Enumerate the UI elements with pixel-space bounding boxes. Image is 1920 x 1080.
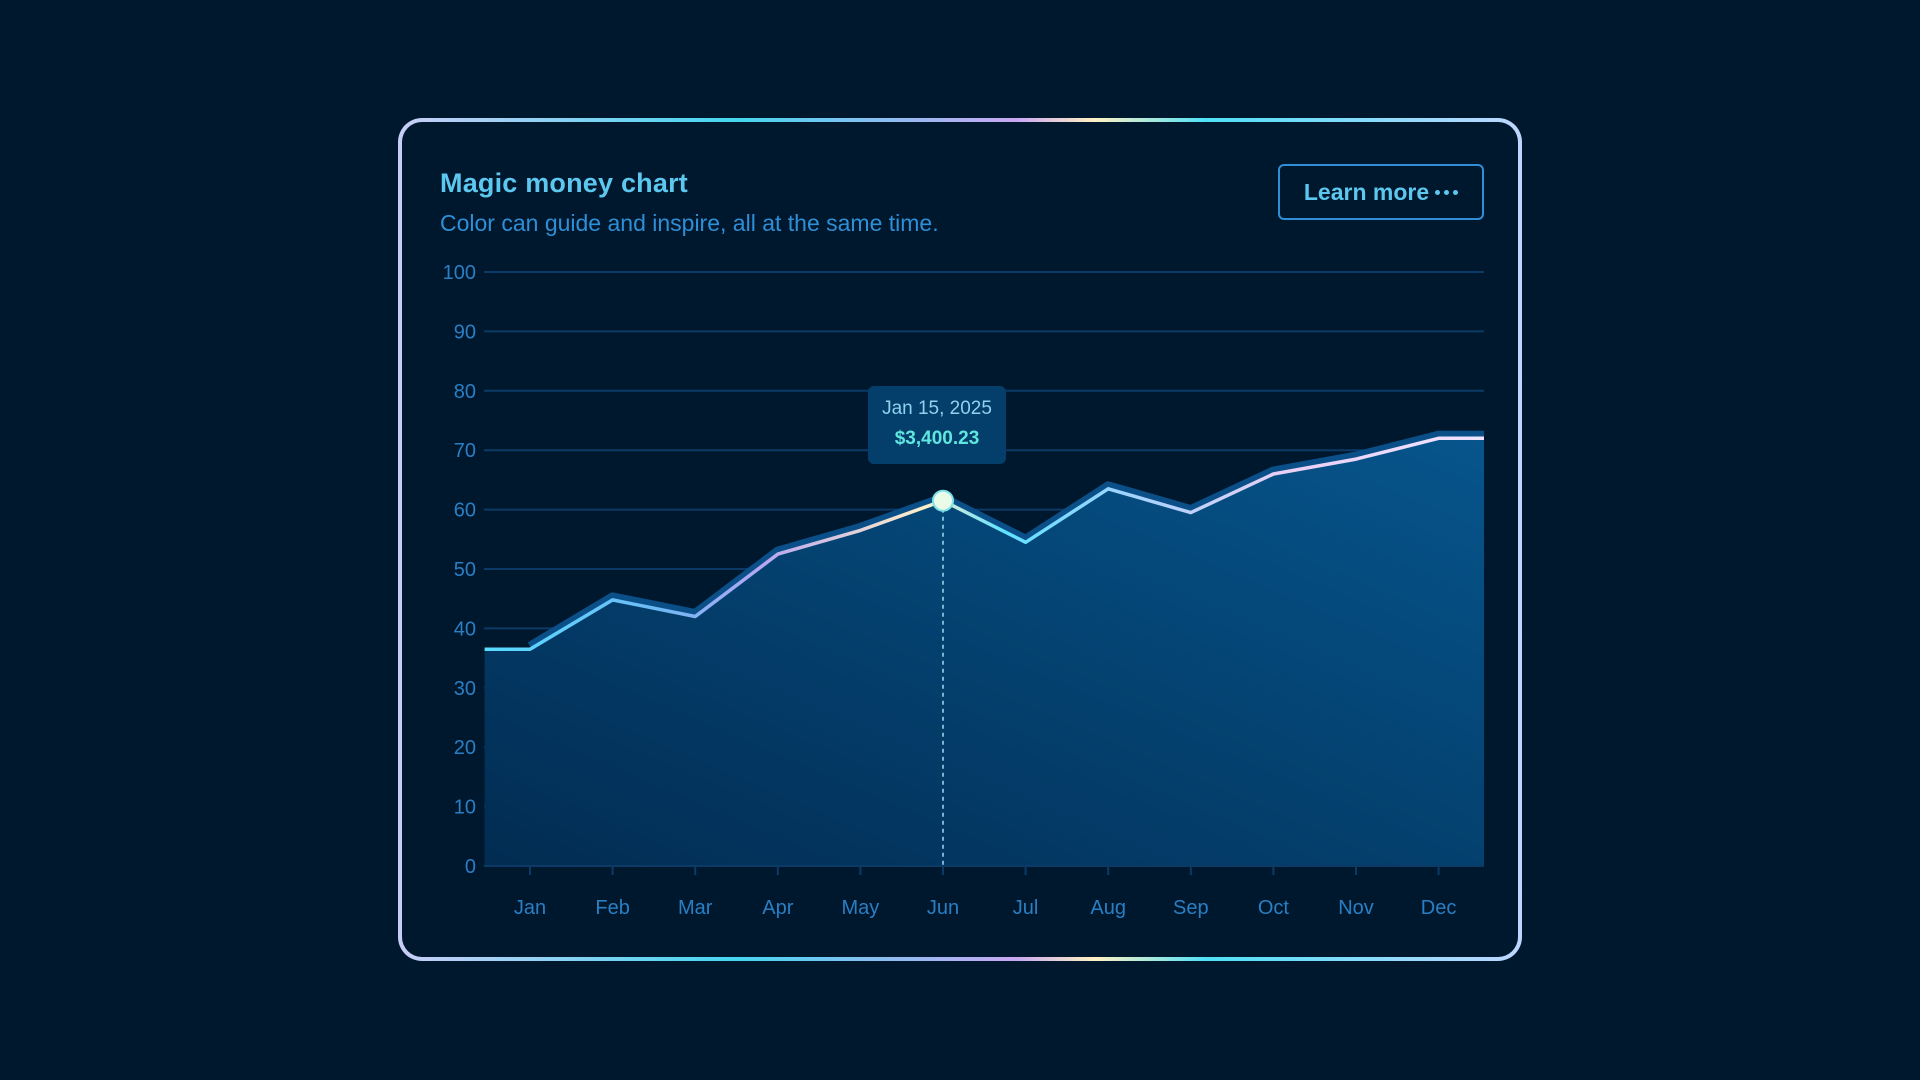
series-line — [484, 436, 1484, 651]
x-tick-label-apr: Apr — [762, 897, 793, 919]
x-axis-labels: Jan Feb Mar Apr May Jun Jul Aug Sep Oct Nov Dec — [514, 897, 1457, 919]
y-tick-label-90: 90 — [454, 321, 476, 343]
chart-title: Magic money chart — [440, 168, 688, 198]
x-tick-label-jul: Jul — [1013, 897, 1039, 919]
chart-card-border: 0 10 20 30 40 50 60 70 80 90 100 Jan Feb Mar Apr May Ju… — [398, 118, 1522, 961]
y-tick-label-0: 0 — [465, 856, 476, 878]
area-fill — [484, 438, 1484, 866]
x-tick-label-feb: Feb — [595, 897, 629, 919]
y-tick-label-10: 10 — [454, 797, 476, 819]
y-tick-label-20: 20 — [454, 737, 476, 759]
chart-subtitle: Color can guide and inspire, all at the … — [440, 210, 939, 236]
y-axis-labels: 0 10 20 30 40 50 60 70 80 90 100 — [443, 262, 476, 878]
y-tick-label-30: 30 — [454, 678, 476, 700]
tooltip-date: Jan 15, 2025 — [882, 398, 992, 419]
x-tick-label-dec: Dec — [1421, 897, 1457, 919]
y-tick-label-80: 80 — [454, 381, 476, 403]
x-tick-label-may: May — [842, 897, 880, 919]
x-tick-label-jan: Jan — [514, 897, 546, 919]
chart-card: 0 10 20 30 40 50 60 70 80 90 100 Jan Feb Mar Apr May Ju… — [402, 122, 1518, 957]
more-dots-icon — [1435, 189, 1459, 195]
x-axis-ticks — [529, 866, 1440, 875]
x-tick-label-nov: Nov — [1338, 897, 1374, 919]
x-tick-label-aug: Aug — [1090, 897, 1126, 919]
area-chart: 0 10 20 30 40 50 60 70 80 90 100 Jan Feb Mar Apr May Ju… — [443, 262, 1484, 919]
x-tick-label-jun: Jun — [927, 897, 959, 919]
area-edge — [527, 430, 1484, 651]
x-tick-label-mar: Mar — [678, 897, 713, 919]
learn-more-button[interactable]: Learn more — [1278, 164, 1484, 220]
x-tick-label-sep: Sep — [1173, 897, 1209, 919]
y-tick-label-50: 50 — [454, 559, 476, 581]
hover-point-marker[interactable] — [932, 489, 954, 512]
y-tick-label-40: 40 — [454, 618, 476, 640]
y-tick-label-100: 100 — [443, 262, 476, 284]
y-tick-label-60: 60 — [454, 500, 476, 522]
learn-more-label: Learn more — [1303, 178, 1430, 205]
y-tick-label-70: 70 — [454, 440, 476, 462]
x-tick-label-oct: Oct — [1258, 897, 1290, 919]
data-tooltip: Jan 15, 2025 $3,400.23 — [868, 386, 1006, 464]
tooltip-value: $3,400.23 — [894, 428, 980, 449]
